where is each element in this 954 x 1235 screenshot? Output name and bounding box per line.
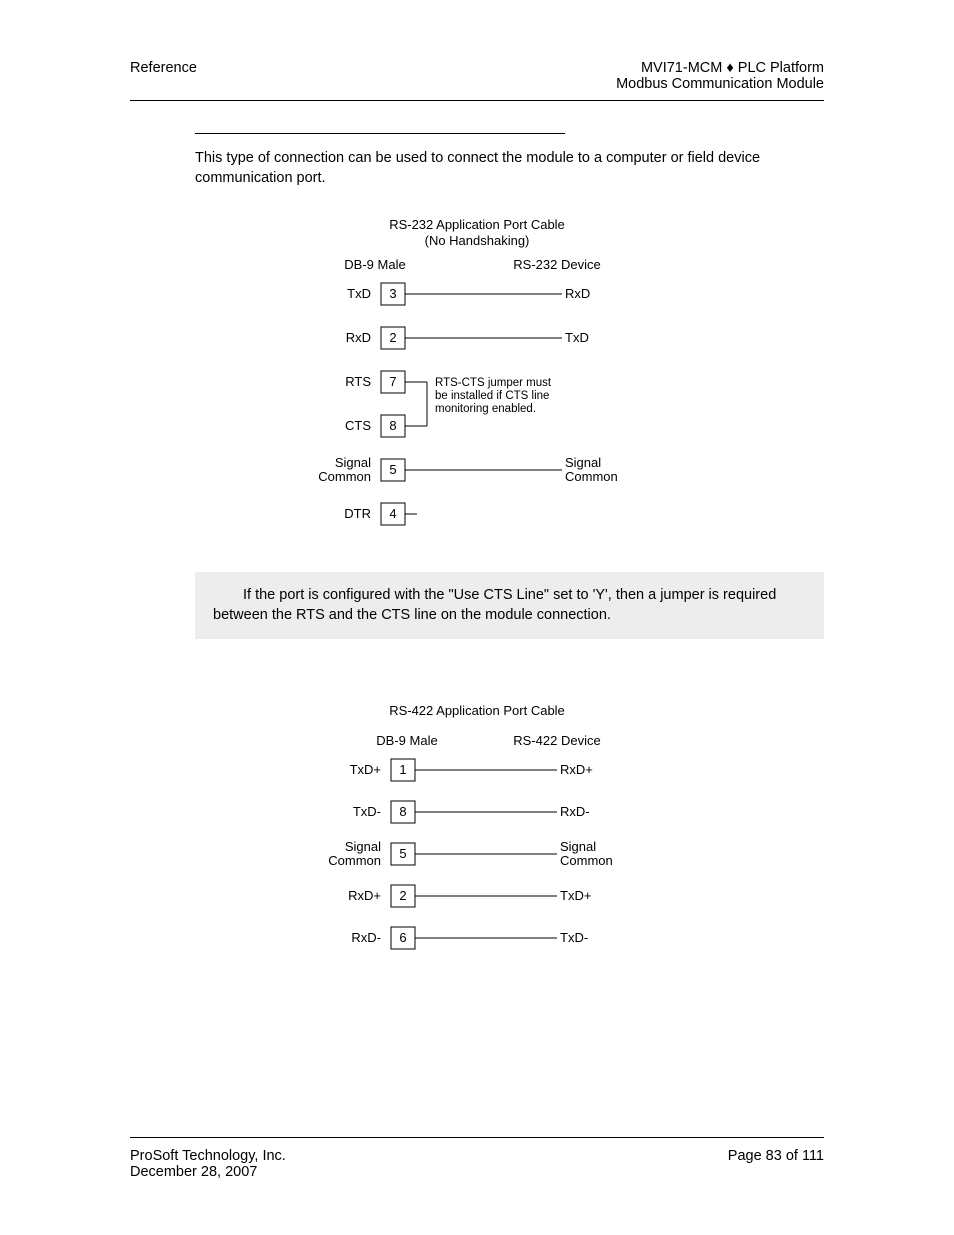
intro-paragraph: This type of connection can be used to c… [195, 149, 824, 188]
svg-text:1: 1 [399, 762, 406, 777]
svg-text:Common: Common [565, 469, 618, 484]
svg-text:8: 8 [399, 804, 406, 819]
footer-left: ProSoft Technology, Inc. December 28, 20… [130, 1148, 286, 1180]
svg-text:RS-422 Device: RS-422 Device [513, 733, 600, 748]
svg-text:RxD+: RxD+ [348, 888, 381, 903]
svg-text:2: 2 [389, 330, 396, 345]
svg-text:5: 5 [399, 846, 406, 861]
svg-text:RxD-: RxD- [560, 804, 590, 819]
svg-text:DTR: DTR [344, 506, 371, 521]
svg-text:4: 4 [389, 506, 396, 521]
header-right-line1: MVI71-MCM ♦ PLC Platform [616, 60, 824, 76]
diagram-rs422: RS-422 Application Port Cable DB-9 Male RS… [130, 699, 824, 983]
svg-text:5: 5 [389, 462, 396, 477]
svg-text:Signal: Signal [565, 455, 601, 470]
svg-text:(No Handshaking): (No Handshaking) [425, 233, 530, 248]
svg-text:monitoring enabled.: monitoring enabled. [435, 403, 536, 415]
svg-text:Signal: Signal [345, 839, 381, 854]
svg-text:RxD+: RxD+ [560, 762, 593, 777]
svg-text:Common: Common [328, 853, 381, 868]
svg-text:Common: Common [560, 853, 613, 868]
svg-text:TxD: TxD [565, 330, 589, 345]
svg-text:DB-9 Male: DB-9 Male [344, 257, 405, 272]
svg-text:be installed if CTS line: be installed if CTS line [435, 390, 549, 402]
svg-text:Signal: Signal [335, 455, 371, 470]
svg-text:RS-422 Application Port Cable: RS-422 Application Port Cable [389, 703, 565, 718]
header-right-line2: Modbus Communication Module [616, 76, 824, 92]
svg-text:TxD-: TxD- [560, 930, 588, 945]
footer-rule [130, 1137, 824, 1138]
svg-text:Signal: Signal [560, 839, 596, 854]
header-right: MVI71-MCM ♦ PLC Platform Modbus Communic… [616, 60, 824, 92]
svg-text:DB-9 Male: DB-9 Male [376, 733, 437, 748]
footer-page: Page 83 of 111 [728, 1148, 824, 1180]
svg-text:7: 7 [389, 374, 396, 389]
diagram-rs232: RS-232 Application Port Cable(No Handsha… [130, 213, 824, 547]
footer-date: December 28, 2007 [130, 1164, 286, 1180]
header-rule [130, 100, 824, 101]
section-rule [195, 133, 565, 134]
svg-text:RxD: RxD [565, 286, 590, 301]
svg-text:RTS-CTS jumper must: RTS-CTS jumper must [435, 377, 552, 389]
svg-text:RS-232 Application Port Cable: RS-232 Application Port Cable [389, 217, 565, 232]
svg-text:8: 8 [389, 418, 396, 433]
svg-text:CTS: CTS [345, 418, 371, 433]
svg-text:TxD: TxD [347, 286, 371, 301]
svg-text:3: 3 [389, 286, 396, 301]
svg-text:6: 6 [399, 930, 406, 945]
svg-text:TxD+: TxD+ [560, 888, 591, 903]
svg-text:TxD-: TxD- [353, 804, 381, 819]
svg-text:2: 2 [399, 888, 406, 903]
svg-text:RTS: RTS [345, 374, 371, 389]
svg-text:TxD+: TxD+ [350, 762, 381, 777]
note-box: If the port is configured with the "Use … [195, 572, 824, 639]
header-left: Reference [130, 60, 197, 92]
svg-text:RxD: RxD [346, 330, 371, 345]
footer-company: ProSoft Technology, Inc. [130, 1148, 286, 1164]
svg-text:RxD-: RxD- [351, 930, 381, 945]
svg-text:Common: Common [318, 469, 371, 484]
svg-text:RS-232 Device: RS-232 Device [513, 257, 600, 272]
